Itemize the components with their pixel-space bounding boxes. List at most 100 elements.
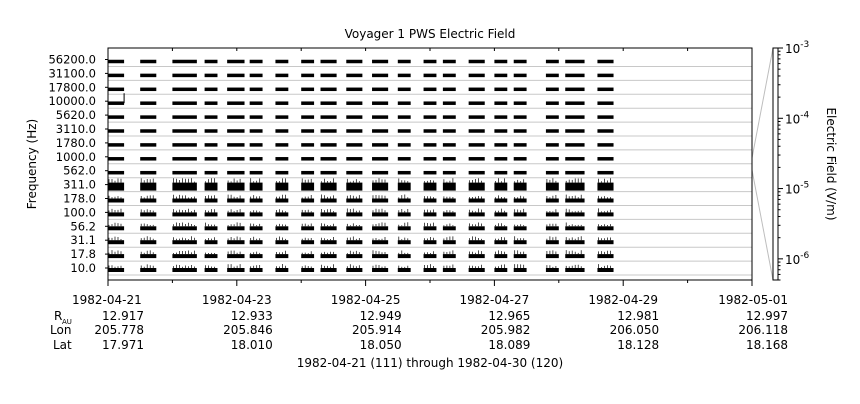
data-segment bbox=[397, 170, 411, 175]
data-segment bbox=[545, 115, 559, 119]
data-segment bbox=[346, 226, 363, 231]
data-segment bbox=[249, 87, 263, 92]
data-segment bbox=[320, 268, 337, 272]
signal-spikes bbox=[495, 264, 505, 268]
data-segment bbox=[494, 115, 508, 119]
data-segment bbox=[227, 226, 245, 231]
lon-value: 206.118 bbox=[738, 323, 788, 337]
signal-spikes bbox=[108, 250, 122, 255]
data-segment bbox=[468, 182, 485, 191]
data-segment bbox=[172, 254, 197, 259]
data-segment bbox=[565, 226, 585, 231]
r-au-value: 12.965 bbox=[488, 309, 530, 323]
lon-value: 205.846 bbox=[223, 323, 273, 337]
data-segment bbox=[468, 129, 485, 133]
data-segment bbox=[442, 212, 456, 217]
signal-spikes bbox=[205, 177, 215, 183]
data-segment bbox=[442, 240, 456, 245]
signal-spikes bbox=[546, 265, 557, 268]
signal-spikes bbox=[250, 210, 261, 213]
data-segment bbox=[249, 73, 263, 78]
signal-spikes bbox=[250, 195, 261, 199]
data-segment bbox=[372, 254, 389, 259]
data-segment bbox=[320, 212, 337, 217]
signal-spikes bbox=[276, 194, 286, 199]
data-segment bbox=[468, 73, 485, 78]
signal-spikes bbox=[372, 237, 386, 241]
signal-spikes bbox=[276, 250, 286, 255]
data-segment bbox=[442, 59, 456, 64]
signal-spikes bbox=[173, 194, 195, 199]
data-segment bbox=[597, 143, 614, 147]
data-segment bbox=[320, 129, 337, 133]
data-segment bbox=[140, 268, 157, 272]
signal-spikes bbox=[495, 177, 505, 183]
data-segment bbox=[494, 226, 508, 231]
data-segment bbox=[597, 157, 614, 161]
signal-spikes bbox=[301, 209, 312, 213]
lat-value: 18.089 bbox=[488, 338, 530, 352]
lon-value: 205.982 bbox=[481, 323, 531, 337]
data-segment bbox=[597, 115, 614, 119]
signal-spikes bbox=[372, 264, 386, 268]
data-segment bbox=[249, 101, 263, 105]
data-segment bbox=[172, 87, 197, 92]
data-segment bbox=[275, 101, 289, 105]
data-segment bbox=[565, 157, 585, 161]
data-segment bbox=[140, 212, 157, 217]
y-tick-label: 10.0 bbox=[70, 261, 96, 275]
data-segment bbox=[423, 157, 437, 161]
x-tick-label: 1982-04-27 bbox=[460, 293, 530, 307]
signal-spikes bbox=[469, 250, 482, 255]
data-segment bbox=[397, 157, 411, 161]
data-segment bbox=[249, 143, 263, 147]
data-segment bbox=[140, 59, 157, 64]
data-segment bbox=[565, 268, 585, 272]
data-segment bbox=[397, 129, 411, 133]
data-segment bbox=[565, 254, 585, 259]
signal-spikes bbox=[276, 223, 286, 227]
r-au-value: 12.933 bbox=[231, 309, 273, 323]
signal-spikes bbox=[469, 264, 482, 268]
lon-label: Lon bbox=[50, 323, 71, 337]
r-au-value: 12.949 bbox=[360, 309, 402, 323]
signal-spikes bbox=[398, 236, 409, 241]
data-segment bbox=[372, 212, 389, 217]
plot-frame bbox=[107, 47, 753, 281]
data-segment bbox=[320, 198, 337, 203]
data-segment bbox=[172, 170, 197, 175]
data-segment bbox=[423, 87, 437, 92]
signal-spikes bbox=[424, 209, 434, 213]
signal-spikes bbox=[108, 236, 122, 241]
lat-value: 18.168 bbox=[746, 338, 788, 352]
data-segment bbox=[140, 254, 157, 259]
data-segment bbox=[204, 157, 218, 161]
data-segment bbox=[249, 268, 263, 272]
signal-spikes bbox=[250, 177, 261, 183]
r-au-value: 12.917 bbox=[102, 309, 144, 323]
data-segment bbox=[494, 254, 508, 259]
data-segment bbox=[597, 182, 614, 191]
data-segment bbox=[301, 198, 315, 203]
data-segment bbox=[346, 170, 363, 175]
data-segment bbox=[494, 87, 508, 92]
signal-spikes bbox=[250, 265, 261, 268]
data-segment bbox=[346, 101, 363, 105]
data-segment bbox=[172, 101, 197, 105]
data-segment bbox=[108, 157, 125, 161]
r-au-label: R bbox=[54, 309, 62, 323]
data-segment bbox=[227, 254, 245, 259]
data-segment bbox=[301, 170, 315, 175]
signal-spikes bbox=[227, 236, 241, 241]
lon-value: 206.050 bbox=[610, 323, 660, 337]
data-segment bbox=[494, 212, 508, 217]
data-segment bbox=[442, 73, 456, 78]
data-segment bbox=[372, 129, 389, 133]
signal-spikes bbox=[346, 250, 360, 255]
data-segment bbox=[468, 59, 485, 64]
data-segment bbox=[513, 212, 527, 217]
data-segment bbox=[494, 268, 508, 272]
signal-spikes bbox=[495, 237, 505, 241]
signal-spikes bbox=[205, 265, 215, 268]
